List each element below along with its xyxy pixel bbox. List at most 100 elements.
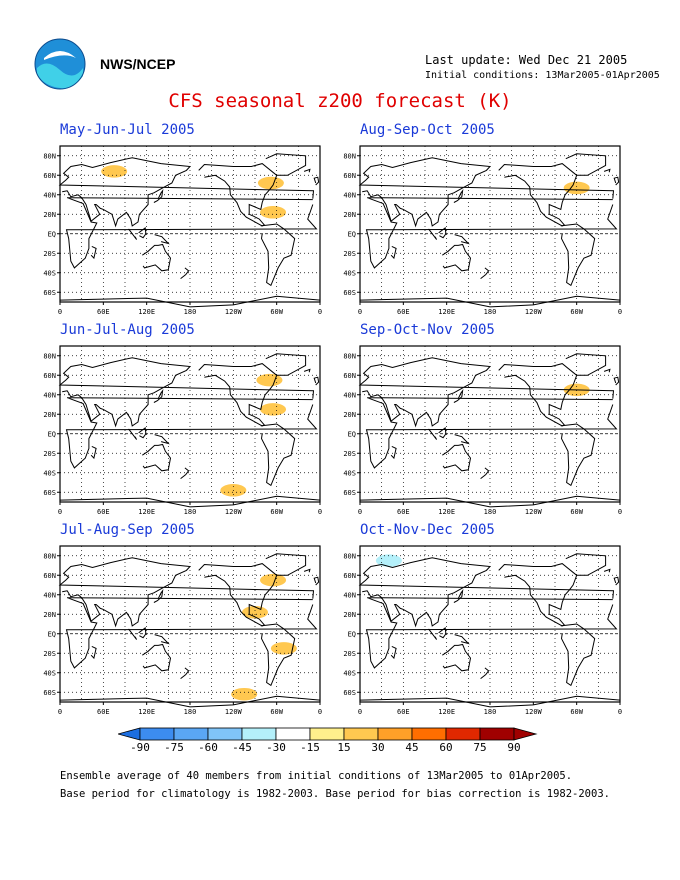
x-tick-label: 60E [97,508,110,516]
anomaly-region [574,668,601,681]
x-tick-label: 120W [525,508,543,516]
y-tick-label: 60S [43,489,56,497]
anomaly-region [231,383,258,397]
chart-title: CFS seasonal z200 forecast (K) [168,90,512,112]
coastline [142,243,172,272]
y-tick-label: EQ [348,630,356,638]
map-panel-aso: 80N 60N 40N 20N EQ 20S 40S 60S 0 60E 120E 180 120W 60… [343,145,622,316]
coastline [153,388,164,403]
coastline [128,228,138,240]
coastline [313,376,320,386]
colorbar-label: -30 [266,741,286,752]
coastline [359,295,621,308]
colorbar: -90 -75 -60 -45 -30 -15 15 30 45 60 75 90 [118,727,538,752]
coastline [198,163,278,227]
x-tick-label: 120E [438,308,455,316]
x-tick-label: 120E [138,708,155,716]
coastline [260,623,296,687]
coastline [154,634,170,645]
coastline [303,168,311,173]
x-tick-label: 120E [138,508,155,516]
colorbar-label: 75 [473,741,486,752]
anomaly-region [375,554,402,567]
x-tick-label: 180 [484,508,497,516]
footer-base-period: Base period for climatology is 1982-2003… [60,788,610,800]
coastline [265,353,307,376]
colorbar-bin [275,727,311,741]
coastline [603,568,611,573]
coastline [560,623,596,687]
colorbar-label: 60 [439,741,452,752]
coastline [153,588,164,603]
panel-title-son: Sep-Oct-Nov 2005 [360,322,495,338]
x-tick-label: 60W [570,308,583,316]
anomaly-region [267,471,294,484]
y-tick-label: 20S [343,250,356,258]
anomaly-region [368,151,395,164]
anomaly-region [563,181,590,195]
coastline [198,563,278,627]
anomaly-region [505,553,532,566]
anomaly-region [260,206,287,219]
coastline [90,245,97,260]
y-tick-label: 20S [343,450,356,458]
coastline [454,634,470,645]
coastline [390,245,397,260]
x-tick-label: 0 [618,708,622,716]
y-tick-label: 40N [43,391,56,399]
anomaly-region [231,687,258,701]
anomaly-region [270,642,297,655]
x-tick-label: 120E [438,508,455,516]
coastline [65,197,318,269]
colorbar-bin [445,727,481,741]
coastline [138,226,147,239]
colorbar-bin [479,727,515,741]
coastline [442,443,472,472]
anomaly-region [257,176,284,190]
anomaly-region [538,373,565,387]
y-tick-label: 40N [43,191,56,199]
anomaly-region [101,165,128,178]
x-tick-label: 0 [58,308,62,316]
coastline [565,553,607,576]
x-tick-label: 60E [97,708,110,716]
colorbar-label: 30 [371,741,384,752]
colorbar-bin [343,727,379,741]
y-tick-label: 20N [343,211,356,219]
last-update: Last update: Wed Dec 21 2005 [425,53,628,67]
coastline [480,267,490,279]
colorbar-label: -15 [300,741,320,752]
y-tick-label: 20S [43,450,56,458]
coastline [438,426,447,439]
x-tick-label: 180 [184,708,197,716]
y-tick-label: 60S [343,489,356,497]
coastline [613,176,620,186]
y-tick-label: 40S [43,669,56,677]
map-panel-mjj: 80N 60N 40N 20N EQ 20S 40S 60S 0 60E 120E 180 120W 60… [43,145,322,316]
colorbar-bin [377,727,413,741]
panel-title-jas: Jul-Aug-Sep 2005 [60,522,195,538]
x-tick-label: 0 [318,708,322,716]
x-tick-label: 120W [225,508,243,516]
coastline [613,576,620,586]
x-tick-label: 120W [225,308,243,316]
y-tick-label: 80N [43,152,56,160]
coastline [365,597,618,669]
coastline [498,163,578,227]
x-tick-label: 120W [225,708,243,716]
coastline [438,626,447,639]
y-tick-label: 20N [343,411,356,419]
y-tick-label: 40N [43,591,56,599]
y-tick-label: 40S [43,269,56,277]
coastline [265,553,307,576]
coastline [560,223,596,287]
anomaly-region [491,353,518,366]
map-panel-son: 80N 60N 40N 20N EQ 20S 40S 60S 0 60E 120E 180 120W 60… [343,345,622,516]
x-tick-label: 120W [525,308,543,316]
y-tick-label: 40N [343,591,356,599]
coastline [390,445,397,460]
x-tick-label: 0 [618,508,622,516]
anomaly-region [477,586,503,600]
coastline [603,368,611,373]
x-tick-label: 60W [570,708,583,716]
